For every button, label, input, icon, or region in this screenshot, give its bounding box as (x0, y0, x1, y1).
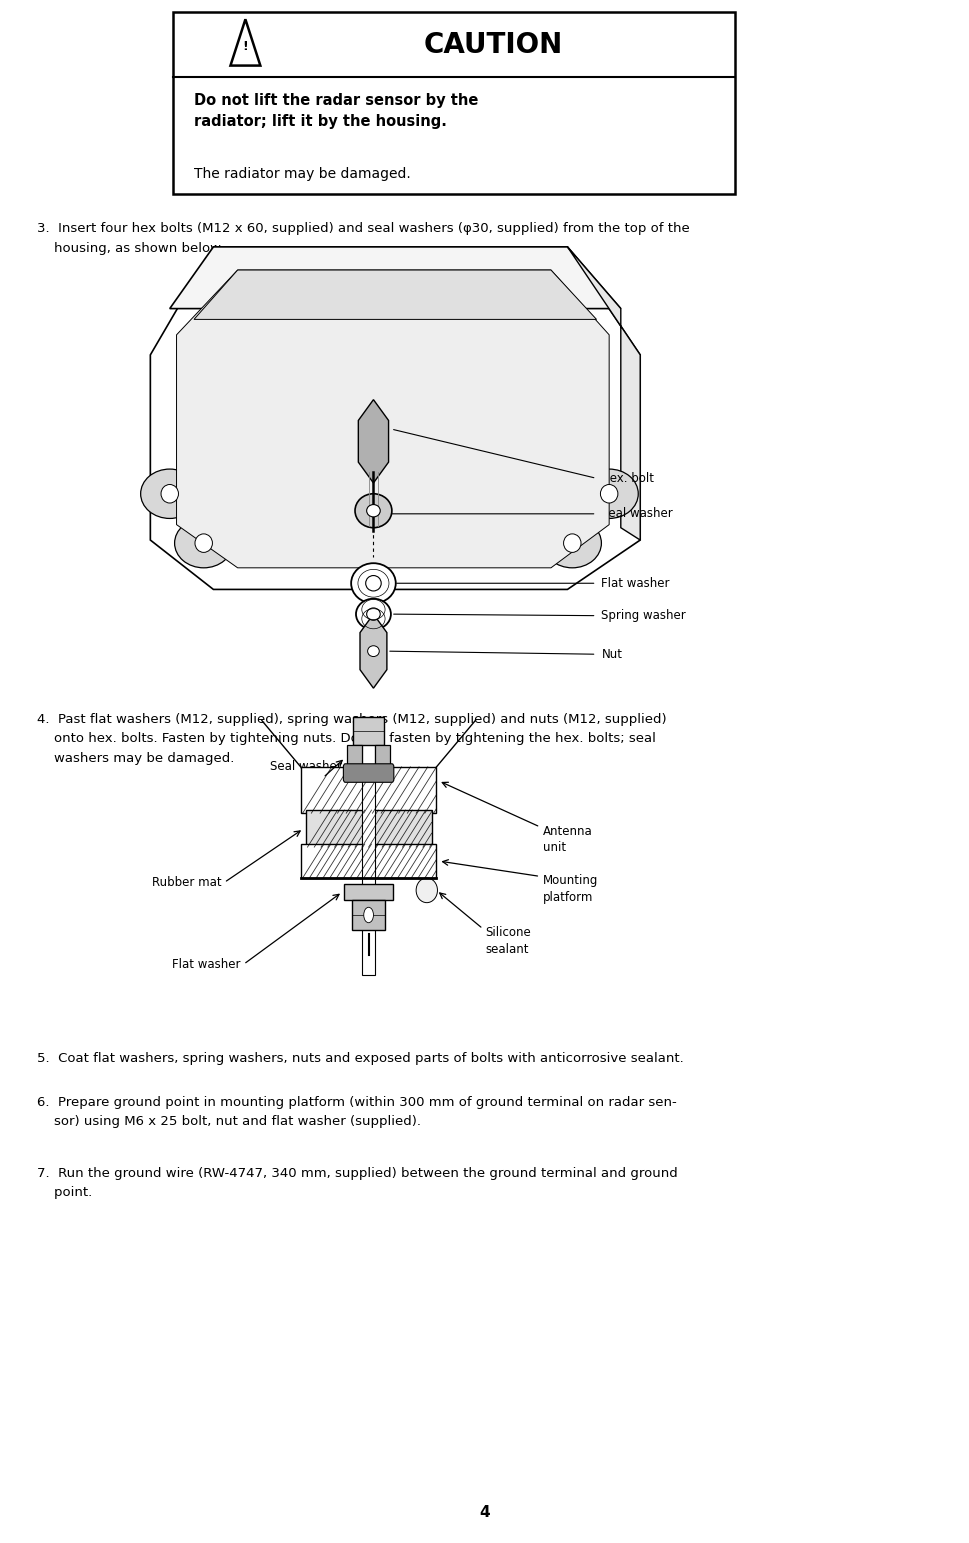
Ellipse shape (366, 608, 380, 620)
Ellipse shape (355, 494, 391, 528)
Text: Seal washer: Seal washer (601, 508, 672, 520)
Polygon shape (358, 400, 389, 483)
Ellipse shape (365, 576, 381, 591)
FancyBboxPatch shape (300, 767, 436, 813)
Ellipse shape (351, 563, 395, 603)
Text: 3.  Insert four hex bolts (M12 x 60, supplied) and seal washers (φ30, supplied) : 3. Insert four hex bolts (M12 x 60, supp… (37, 222, 689, 255)
Text: Rubber mat: Rubber mat (151, 876, 221, 889)
FancyBboxPatch shape (343, 764, 393, 782)
Ellipse shape (161, 485, 178, 503)
Ellipse shape (416, 878, 437, 903)
FancyBboxPatch shape (344, 884, 392, 900)
Ellipse shape (363, 907, 373, 923)
Ellipse shape (367, 647, 379, 657)
FancyBboxPatch shape (353, 717, 384, 745)
Text: 6.  Prepare ground point in mounting platform (within 300 mm of ground terminal : 6. Prepare ground point in mounting plat… (37, 1096, 676, 1128)
Polygon shape (567, 247, 640, 540)
Text: !: ! (242, 40, 248, 52)
Text: 4.  Past flat washers (M12, supplied), spring washers (M12, supplied) and nuts (: 4. Past flat washers (M12, supplied), sp… (37, 713, 666, 765)
Text: Antenna
unit: Antenna unit (543, 824, 592, 855)
Text: Hex. bolt: Hex. bolt (601, 472, 654, 485)
Text: Mounting
platform: Mounting platform (543, 873, 598, 904)
Text: Flat washer: Flat washer (172, 958, 240, 971)
Text: 4: 4 (480, 1504, 489, 1520)
Text: CAUTION: CAUTION (423, 31, 562, 59)
Polygon shape (170, 247, 620, 309)
Text: Do not lift the radar sensor by the
radiator; lift it by the housing.: Do not lift the radar sensor by the radi… (194, 93, 478, 130)
FancyBboxPatch shape (172, 12, 735, 194)
Polygon shape (359, 614, 387, 688)
Text: Spring washer: Spring washer (601, 609, 685, 622)
Text: Silicone
sealant: Silicone sealant (484, 926, 530, 957)
Ellipse shape (543, 518, 601, 568)
Text: The radiator may be damaged.: The radiator may be damaged. (194, 167, 410, 181)
FancyBboxPatch shape (352, 900, 385, 930)
Polygon shape (150, 247, 640, 589)
Ellipse shape (563, 534, 580, 552)
Text: 5.  Coat flat washers, spring washers, nuts and exposed parts of bolts with anti: 5. Coat flat washers, spring washers, nu… (37, 1052, 683, 1065)
Ellipse shape (141, 469, 199, 518)
Text: Flat washer: Flat washer (601, 577, 670, 589)
Polygon shape (176, 270, 609, 568)
Ellipse shape (579, 469, 638, 518)
Ellipse shape (195, 534, 212, 552)
FancyBboxPatch shape (300, 844, 436, 878)
FancyBboxPatch shape (375, 745, 390, 770)
Polygon shape (194, 270, 596, 319)
Text: Seal washer: Seal washer (269, 761, 341, 773)
Text: Nut: Nut (601, 648, 622, 660)
Ellipse shape (356, 599, 391, 630)
Ellipse shape (600, 485, 617, 503)
FancyBboxPatch shape (347, 745, 361, 770)
FancyBboxPatch shape (361, 717, 375, 975)
FancyBboxPatch shape (305, 810, 431, 847)
Ellipse shape (174, 518, 233, 568)
Ellipse shape (366, 505, 380, 517)
Text: 7.  Run the ground wire (RW-4747, 340 mm, supplied) between the ground terminal : 7. Run the ground wire (RW-4747, 340 mm,… (37, 1167, 677, 1199)
